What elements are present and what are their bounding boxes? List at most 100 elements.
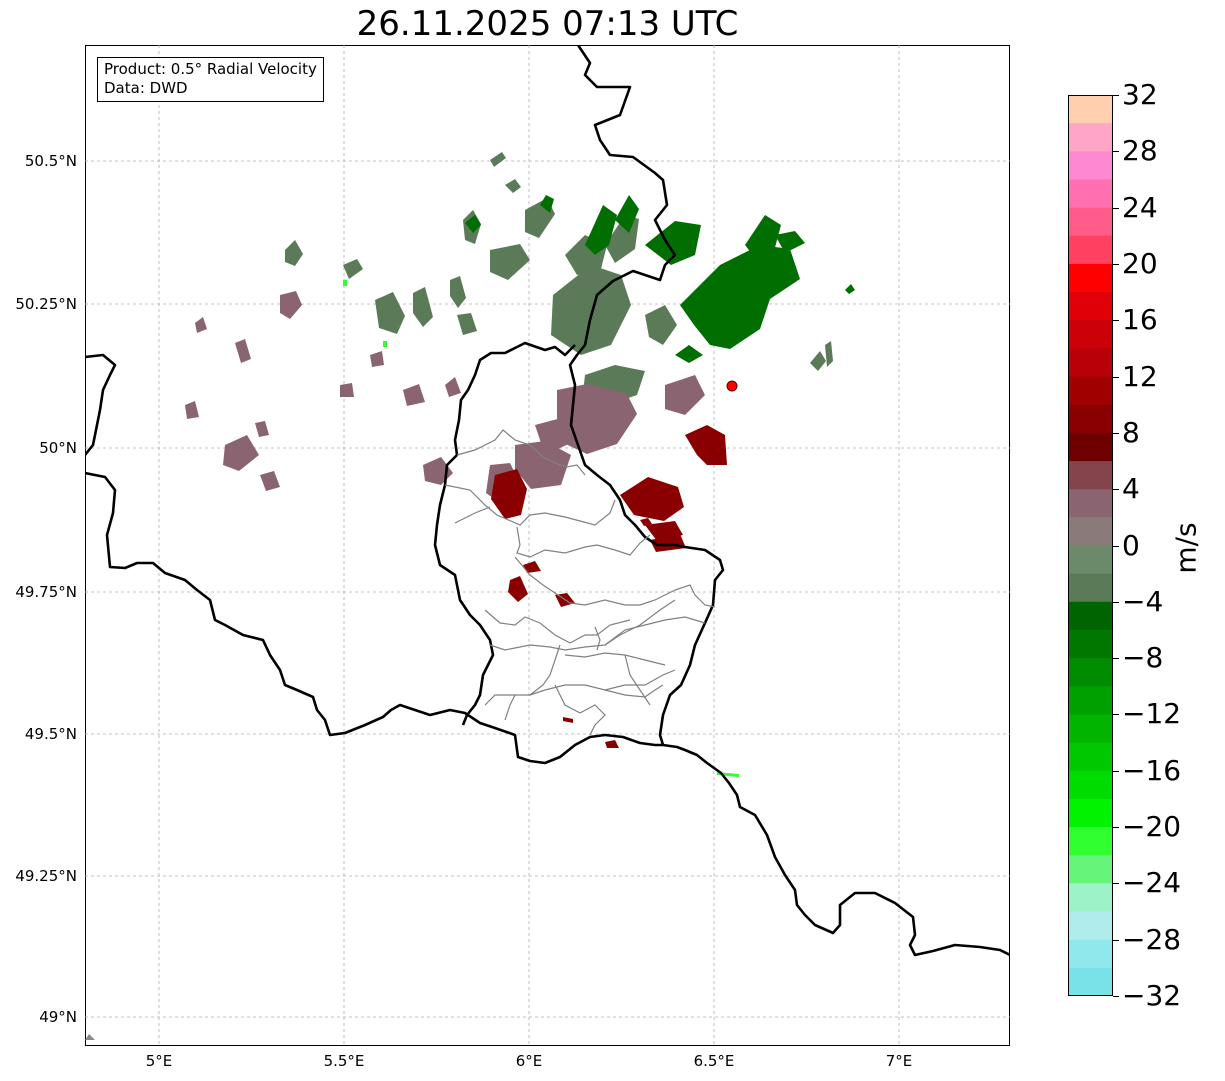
colorbar-band bbox=[1068, 601, 1113, 631]
colorbar-band bbox=[1068, 517, 1113, 547]
colorbar-band bbox=[1068, 883, 1113, 913]
country-borders bbox=[85, 45, 1010, 957]
colorbar-tick-label: 16 bbox=[1122, 303, 1158, 337]
colorbar-band bbox=[1068, 376, 1113, 406]
colorbar-tick-mark bbox=[1113, 376, 1119, 378]
info-legend-box: Product: 0.5° Radial Velocity Data: DWD bbox=[97, 57, 324, 102]
colorbar-band bbox=[1068, 573, 1113, 603]
colorbar-tick-mark bbox=[1113, 770, 1119, 772]
echo-cluster-strong-positive bbox=[491, 425, 727, 748]
lat-label-50-5: 50.5°N bbox=[24, 152, 77, 170]
colorbar-tick-label: −24 bbox=[1122, 866, 1182, 900]
lon-label-6-5: 6.5°E bbox=[693, 1052, 735, 1070]
colorbar-band bbox=[1068, 95, 1113, 124]
velocity-colorbar bbox=[1068, 95, 1113, 996]
colorbar-tick-mark bbox=[1113, 827, 1119, 829]
colorbar-band bbox=[1068, 235, 1113, 265]
border-belgium-luxembourg-west bbox=[433, 345, 518, 726]
lat-label-49: 49°N bbox=[39, 1008, 77, 1026]
colorbar-tick-mark bbox=[1113, 658, 1119, 660]
colorbar-band bbox=[1068, 798, 1113, 828]
colorbar-band bbox=[1068, 292, 1113, 321]
colorbar-tick-mark bbox=[1113, 545, 1119, 547]
colorbar-tick-label: −12 bbox=[1122, 697, 1182, 731]
lon-label-7: 7°E bbox=[885, 1052, 913, 1070]
lon-label-5-5: 5.5°E bbox=[323, 1052, 365, 1070]
colorbar-band bbox=[1068, 629, 1113, 659]
colorbar-tick-label: 4 bbox=[1122, 472, 1140, 506]
graticule bbox=[85, 45, 1010, 1046]
colorbar-tick-mark bbox=[1113, 151, 1119, 153]
map-title: 26.11.2025 07:13 UTC bbox=[356, 4, 739, 44]
map-area[interactable] bbox=[85, 45, 1010, 1046]
colorbar-tick-mark bbox=[1113, 996, 1119, 997]
colorbar-band bbox=[1068, 714, 1113, 744]
map-canvas bbox=[85, 45, 1010, 1046]
colorbar-band bbox=[1068, 207, 1113, 237]
colorbar-tick-mark bbox=[1113, 263, 1119, 265]
colorbar-bands bbox=[1068, 95, 1113, 996]
colorbar-tick-label: −8 bbox=[1122, 641, 1164, 675]
border-germany-belgium-lux-north bbox=[568, 45, 1010, 957]
colorbar-tick-mark bbox=[1113, 320, 1119, 322]
info-product: Product: 0.5° Radial Velocity bbox=[104, 60, 317, 78]
colorbar-band bbox=[1068, 939, 1113, 969]
colorbar-tick-label: 0 bbox=[1122, 528, 1140, 562]
canton-borders bbox=[444, 429, 716, 736]
colorbar-tick-label: 24 bbox=[1122, 190, 1158, 224]
colorbar-band bbox=[1068, 489, 1113, 518]
border-belgium-france bbox=[85, 353, 117, 456]
lon-label-6: 6°E bbox=[515, 1052, 543, 1070]
lat-label-49-5: 49.5°N bbox=[24, 725, 77, 743]
colorbar-tick-label: −28 bbox=[1122, 922, 1182, 956]
colorbar-unit-label: m/s bbox=[1169, 522, 1203, 574]
colorbar-band bbox=[1068, 827, 1113, 856]
colorbar-tick-mark bbox=[1113, 714, 1119, 716]
colorbar-band bbox=[1068, 320, 1113, 350]
colorbar-band bbox=[1068, 263, 1113, 293]
lat-label-49-75: 49.75°N bbox=[15, 583, 77, 601]
echo-cluster-near-zero-positive bbox=[185, 291, 705, 503]
colorbar-band bbox=[1068, 432, 1113, 462]
info-source: Data: DWD bbox=[104, 79, 188, 97]
colorbar-band bbox=[1068, 461, 1113, 490]
colorbar-band bbox=[1068, 404, 1113, 434]
colorbar-band bbox=[1068, 855, 1113, 884]
colorbar-border bbox=[1068, 95, 1113, 996]
lat-label-49-25: 49.25°N bbox=[15, 867, 77, 885]
colorbar-tick-label: 28 bbox=[1122, 134, 1158, 168]
colorbar-band bbox=[1068, 742, 1113, 772]
colorbar-band bbox=[1068, 770, 1113, 800]
colorbar-tick-label: −16 bbox=[1122, 753, 1182, 787]
border-luxembourg-north bbox=[516, 341, 576, 357]
lon-label-5: 5°E bbox=[145, 1052, 173, 1070]
map-border bbox=[85, 45, 1010, 1046]
colorbar-tick-mark bbox=[1113, 939, 1119, 941]
border-france-belgium-south bbox=[85, 471, 663, 765]
colorbar-tick-label: −20 bbox=[1122, 810, 1182, 844]
colorbar-band bbox=[1068, 658, 1113, 687]
colorbar-band bbox=[1068, 179, 1113, 209]
colorbar-tick-mark bbox=[1113, 883, 1119, 885]
radar-echoes bbox=[185, 152, 855, 777]
colorbar-tick-label: 12 bbox=[1122, 359, 1158, 393]
colorbar-tick-label: 8 bbox=[1122, 415, 1140, 449]
colorbar-tick-label: −32 bbox=[1122, 979, 1182, 1012]
lat-label-50: 50°N bbox=[39, 439, 77, 457]
colorbar-tick-label: −4 bbox=[1122, 584, 1164, 618]
colorbar-tick-label: 20 bbox=[1122, 246, 1158, 280]
colorbar-band bbox=[1068, 967, 1113, 996]
colorbar-band bbox=[1068, 151, 1113, 181]
radar-site-marker bbox=[726, 380, 738, 392]
echo-cluster-strong-negative bbox=[465, 195, 855, 363]
colorbar-tick-mark bbox=[1113, 601, 1119, 603]
colorbar-tick-mark bbox=[1113, 95, 1119, 96]
colorbar-tick-mark bbox=[1113, 207, 1119, 209]
colorbar-tick-mark bbox=[1113, 432, 1119, 434]
colorbar-band bbox=[1068, 348, 1113, 378]
lat-label-50-25: 50.25°N bbox=[15, 295, 77, 313]
colorbar-tick-label: 32 bbox=[1122, 78, 1158, 111]
colorbar-band bbox=[1068, 686, 1113, 716]
colorbar-tick-mark bbox=[1113, 489, 1119, 491]
colorbar-band bbox=[1068, 123, 1113, 152]
